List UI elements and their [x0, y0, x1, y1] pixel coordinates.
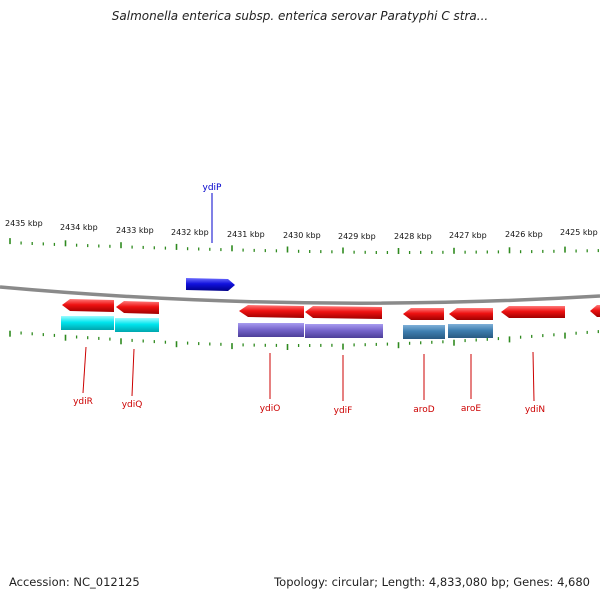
inner-tick-ring	[9, 330, 599, 350]
gene-labels: ydiP ydiR ydiQ ydiO ydiF aroD aroE ydiN	[73, 183, 545, 416]
gene-ydiN[interactable]	[501, 306, 565, 318]
gene-label-ydiQ[interactable]: ydiQ	[122, 400, 143, 410]
kbp-label: 2428 kbp	[394, 232, 432, 241]
kbp-scale-labels: 2435 kbp 2434 kbp 2433 kbp 2432 kbp 2431…	[5, 219, 598, 241]
feature-bar-ydiF[interactable]	[305, 324, 383, 338]
map-title: Salmonella enterica subsp. enterica sero…	[111, 9, 489, 23]
gene-label-aroD[interactable]: aroD	[413, 405, 435, 415]
accession-text: Accession: NC_012125	[9, 575, 140, 589]
gene-partial-right[interactable]	[590, 305, 600, 317]
gene-ydiF[interactable]	[305, 306, 382, 319]
gene-ydiP[interactable]	[186, 278, 235, 291]
kbp-label: 2435 kbp	[5, 219, 43, 228]
kbp-label: 2427 kbp	[449, 231, 487, 240]
gene-label-ydiO[interactable]: ydiO	[260, 404, 281, 414]
gene-ydiR[interactable]	[62, 299, 114, 312]
kbp-label: 2430 kbp	[283, 231, 321, 240]
genome-summary-text: Topology: circular; Length: 4,833,080 bp…	[274, 575, 590, 589]
feature-bar-ydiR[interactable]	[61, 316, 114, 330]
gene-label-ydiP[interactable]: ydiP	[203, 183, 223, 193]
leader-line-ydiQ	[131, 348, 135, 397]
kbp-label: 2431 kbp	[227, 230, 265, 239]
feature-bar-ydiQ[interactable]	[115, 318, 159, 332]
feature-bar-ydiO[interactable]	[238, 323, 304, 337]
gene-label-ydiF[interactable]: ydiF	[334, 406, 353, 416]
gene-label-aroE[interactable]: aroE	[461, 404, 482, 414]
gene-aroE[interactable]	[449, 308, 493, 320]
leader-line-ydiN	[532, 351, 535, 402]
kbp-label: 2426 kbp	[505, 230, 543, 239]
gene-aroD[interactable]	[403, 308, 444, 320]
gene-label-ydiR[interactable]: ydiR	[73, 397, 93, 407]
reverse-strand-genes	[62, 299, 600, 320]
outer-tick-ring	[9, 238, 599, 254]
kbp-label: 2434 kbp	[60, 223, 98, 232]
genome-backbone	[0, 285, 600, 305]
gene-ydiQ[interactable]	[116, 301, 159, 314]
leader-line-ydiR	[82, 346, 87, 394]
gene-label-ydiN[interactable]: ydiN	[525, 405, 545, 415]
feature-bar-aroE[interactable]	[448, 324, 493, 338]
forward-strand-genes	[186, 278, 235, 291]
kbp-label: 2432 kbp	[171, 228, 209, 237]
gene-ydiO[interactable]	[239, 305, 304, 318]
kbp-label: 2429 kbp	[338, 232, 376, 241]
kbp-label: 2425 kbp	[560, 228, 598, 237]
feature-bar-aroD[interactable]	[403, 325, 445, 339]
feature-bars	[61, 316, 493, 339]
kbp-label: 2433 kbp	[116, 226, 154, 235]
